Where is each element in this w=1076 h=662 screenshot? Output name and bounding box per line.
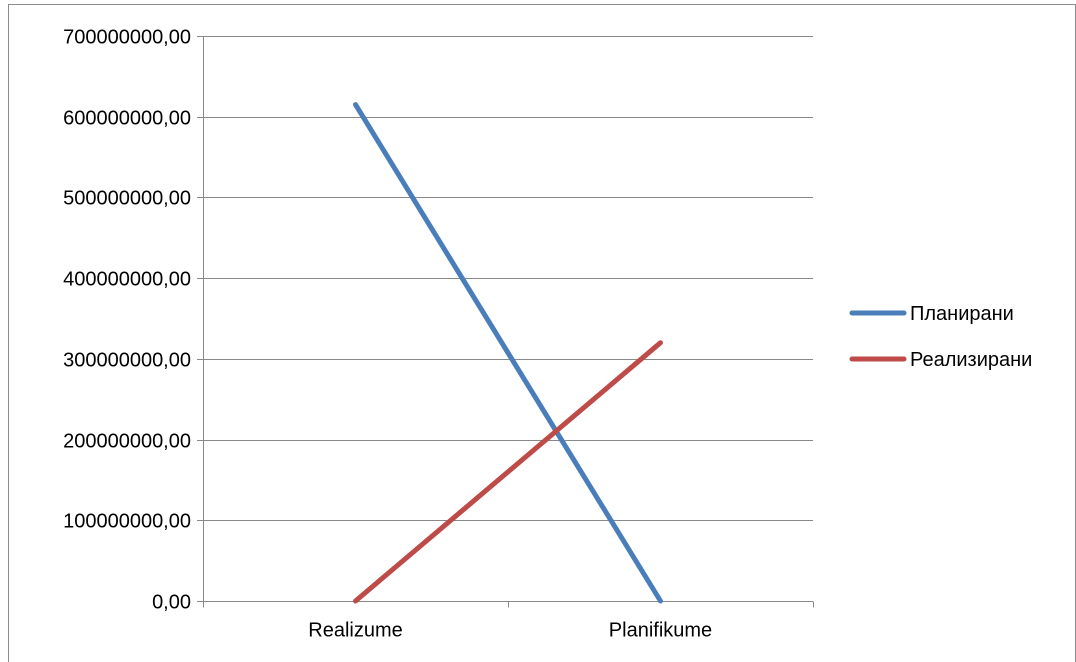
legend-label: Реализирани xyxy=(910,349,1032,371)
y-axis-tick-label: 100000000,00 xyxy=(63,511,191,533)
x-axis-tick-labels: Realizume Planifikume xyxy=(308,620,712,642)
series-line-1 xyxy=(353,102,663,604)
y-axis-tick-label: 300000000,00 xyxy=(63,350,191,372)
y-axis-tick-label: 600000000,00 xyxy=(63,108,191,130)
x-axis-tick-label: Realizume xyxy=(308,620,402,642)
y-axis-tick-labels: 0,00 100000000,00 200000000,00 300000000,00… xyxy=(63,27,191,614)
legend-label: Планирани xyxy=(910,303,1014,325)
y-axis-tick-label: 0,00 xyxy=(152,592,191,614)
y-axis-tick-label: 400000000,00 xyxy=(63,269,191,291)
gridlines xyxy=(203,36,813,521)
chart-frame xyxy=(8,4,1076,662)
series-line-2 xyxy=(353,340,663,604)
y-axis-tick-label: 200000000,00 xyxy=(63,431,191,453)
axes xyxy=(197,36,814,608)
series-lines xyxy=(353,102,663,604)
y-axis-tick-label: 500000000,00 xyxy=(63,188,191,210)
legend: Планирани Реализирани xyxy=(849,303,1032,371)
x-axis-tick-label: Planifikume xyxy=(609,620,712,642)
y-axis-tick-label: 700000000,00 xyxy=(63,27,191,49)
